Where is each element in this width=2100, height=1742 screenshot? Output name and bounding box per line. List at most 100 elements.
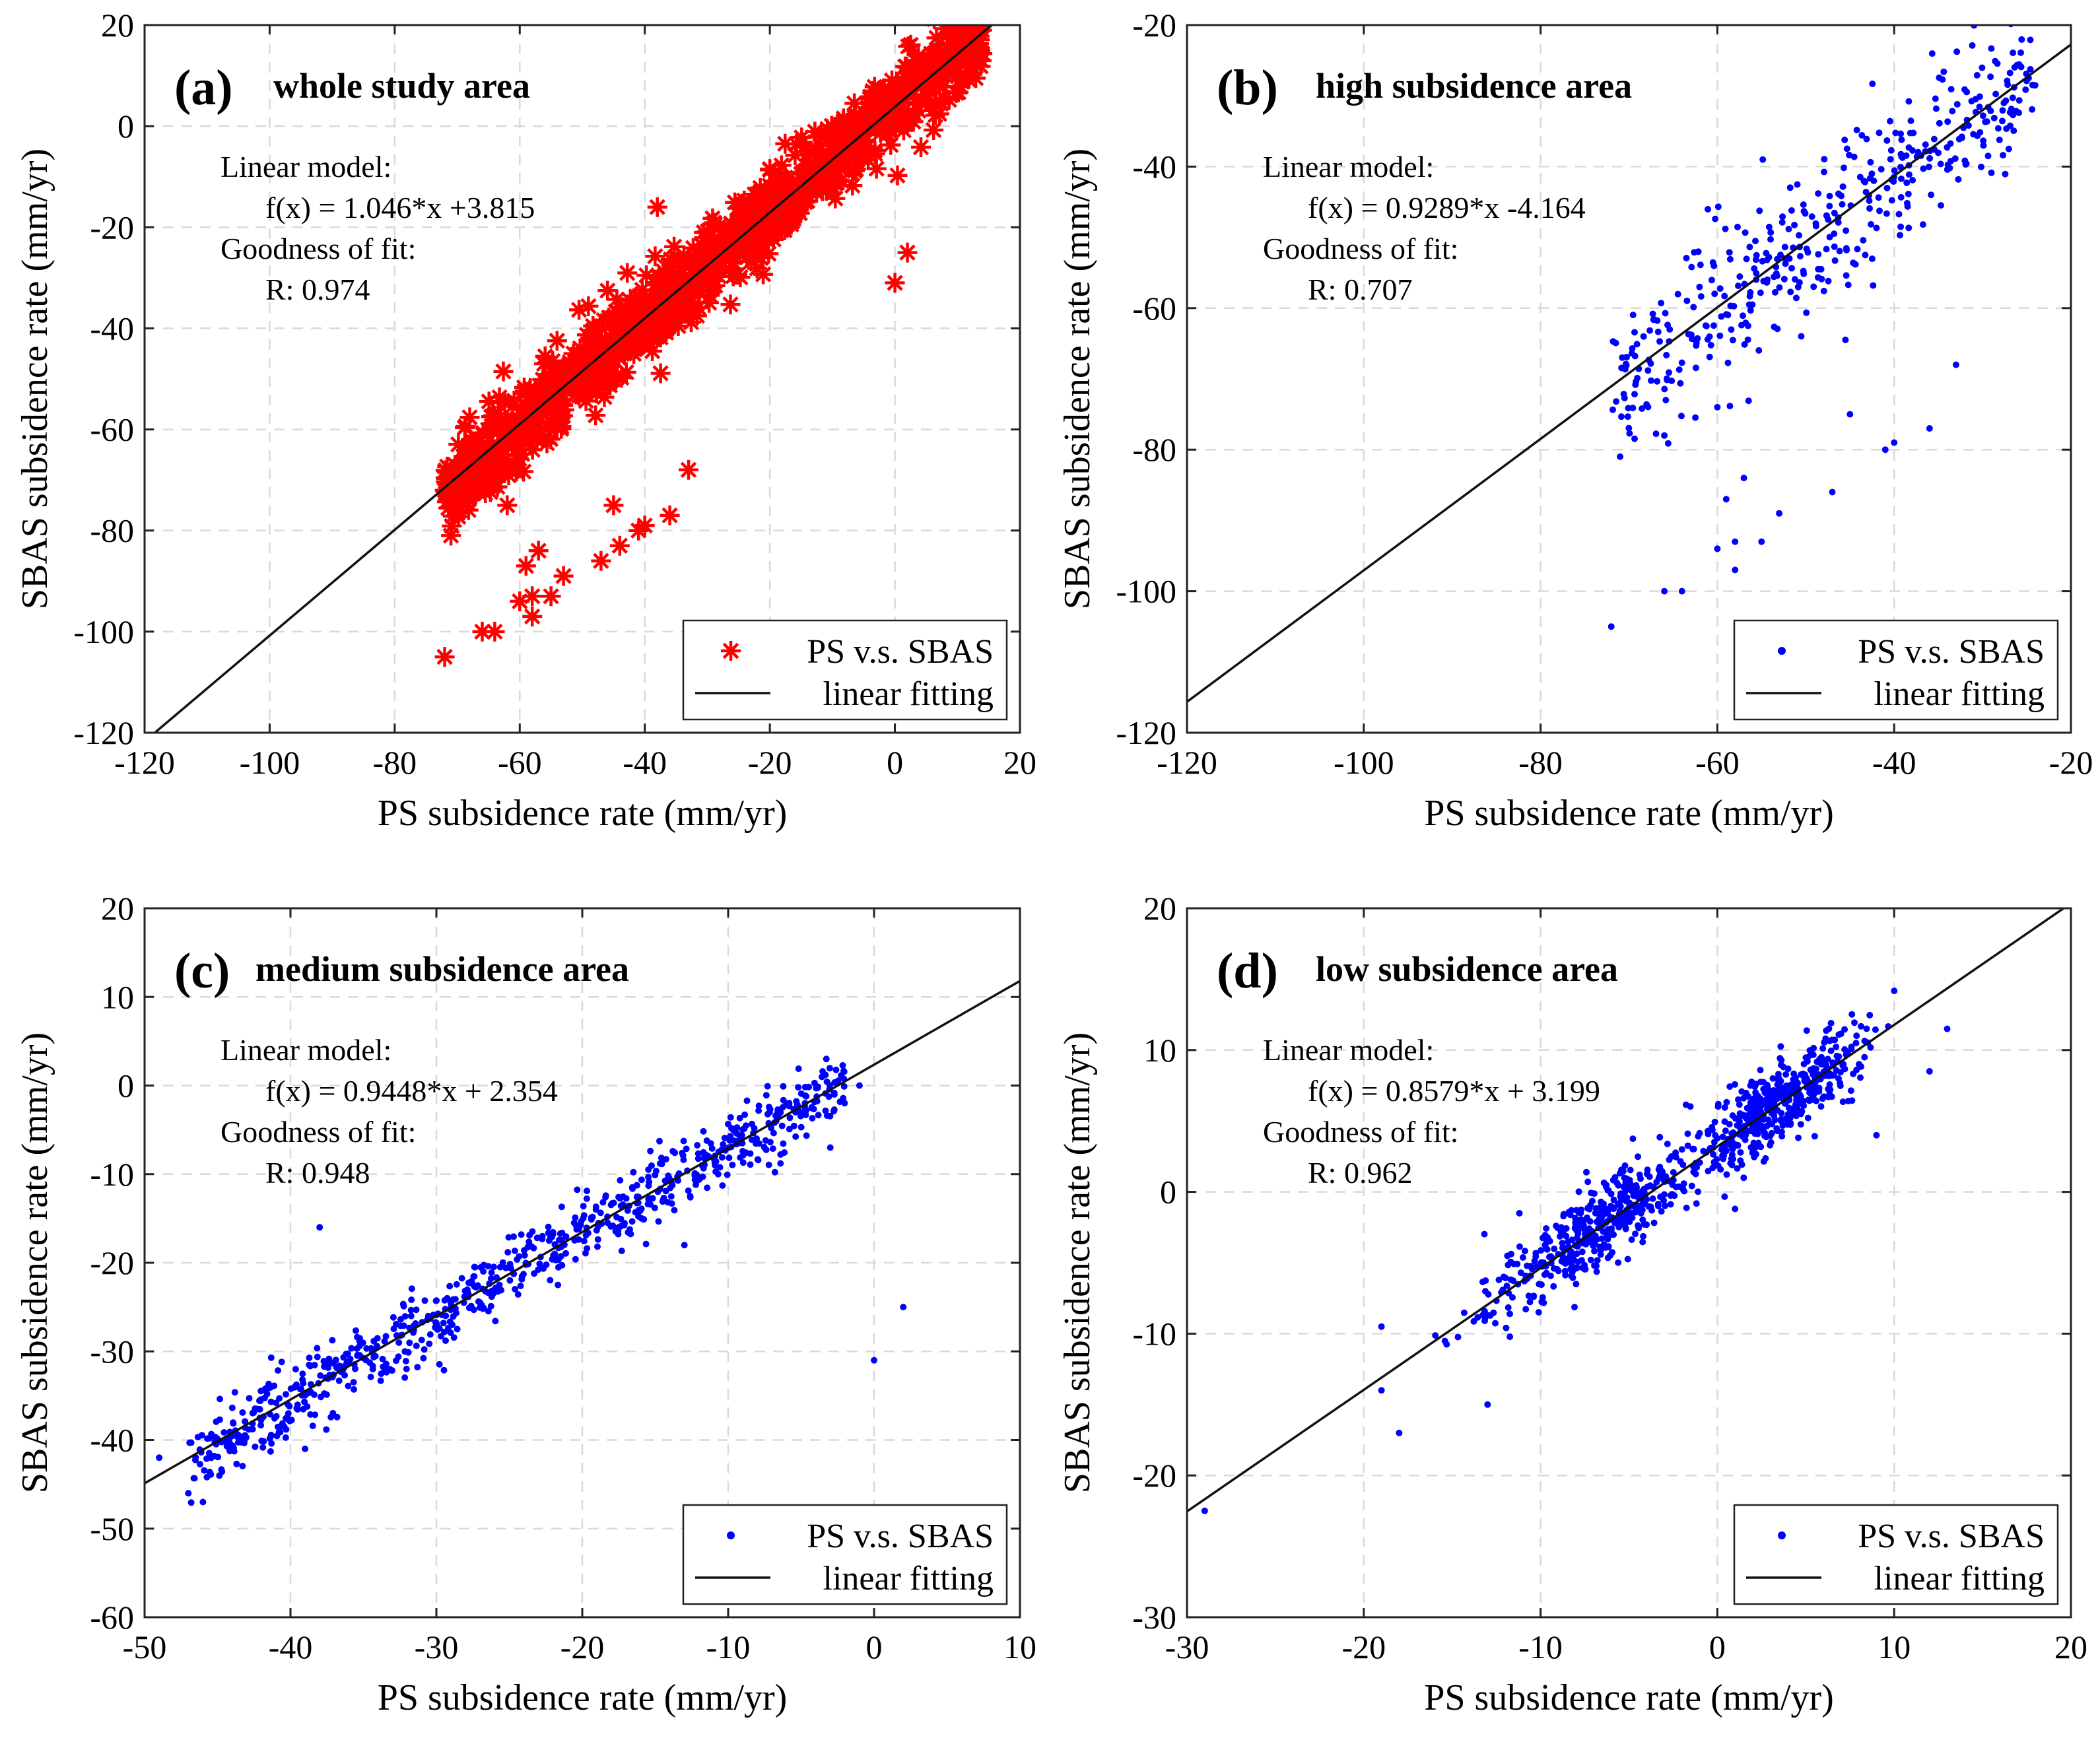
data-point bbox=[660, 305, 681, 325]
panel-tag: (d) bbox=[1217, 943, 1278, 999]
data-point bbox=[680, 1137, 687, 1145]
data-point bbox=[1968, 98, 1975, 105]
data-point bbox=[400, 1302, 407, 1310]
data-point bbox=[1820, 287, 1827, 294]
data-point bbox=[1728, 326, 1735, 333]
data-point bbox=[401, 1374, 409, 1381]
legend-label-fit: linear fitting bbox=[823, 1560, 994, 1597]
data-point bbox=[368, 1345, 374, 1352]
data-point bbox=[1654, 378, 1661, 385]
data-point bbox=[300, 1405, 307, 1413]
data-point bbox=[734, 1131, 741, 1137]
data-point bbox=[1729, 337, 1736, 344]
data-point bbox=[597, 281, 618, 301]
data-point bbox=[511, 1248, 518, 1254]
data-point bbox=[1905, 171, 1913, 178]
data-point bbox=[771, 155, 792, 176]
data-point bbox=[1624, 413, 1631, 420]
data-point bbox=[413, 1342, 420, 1349]
data-point bbox=[1714, 203, 1722, 211]
data-point bbox=[1999, 117, 2006, 125]
data-point bbox=[510, 1233, 517, 1240]
data-point bbox=[1632, 1230, 1639, 1238]
data-point bbox=[293, 1405, 300, 1412]
data-point bbox=[1994, 125, 2002, 132]
data-point bbox=[1575, 1230, 1582, 1237]
data-point bbox=[2022, 86, 2029, 93]
data-point bbox=[206, 1469, 213, 1475]
data-point bbox=[1689, 1145, 1697, 1153]
data-point bbox=[1780, 1090, 1788, 1098]
data-point bbox=[2018, 36, 2025, 43]
data-point bbox=[780, 1096, 787, 1104]
data-point bbox=[1662, 1202, 1669, 1209]
data-point bbox=[1852, 261, 1859, 268]
y-axis-label: SBAS subsidence rate (mm/yr) bbox=[15, 1032, 55, 1493]
data-point bbox=[662, 1188, 669, 1195]
data-point bbox=[814, 174, 834, 194]
data-point bbox=[1866, 197, 1873, 205]
data-point bbox=[1780, 275, 1788, 283]
data-point bbox=[325, 1364, 331, 1371]
data-point bbox=[1521, 1248, 1528, 1255]
data-point bbox=[2010, 112, 2017, 119]
data-point bbox=[1953, 101, 1961, 108]
x-tick-label: 20 bbox=[2054, 1628, 2087, 1665]
data-point bbox=[329, 1337, 336, 1344]
data-point bbox=[840, 144, 861, 164]
x-tick-label: -80 bbox=[373, 744, 417, 781]
data-point bbox=[512, 406, 532, 426]
data-point bbox=[696, 259, 717, 279]
data-point bbox=[490, 1263, 497, 1271]
data-point bbox=[871, 1357, 877, 1364]
data-point bbox=[924, 120, 944, 140]
fit-line bbox=[145, 980, 1020, 1485]
data-point bbox=[479, 391, 499, 412]
data-point bbox=[786, 1102, 792, 1110]
tick-labels: -120 -100 -80 -60 -40 -20 -120 -100 -80 -60 -40 -20 bbox=[1116, 7, 2093, 781]
data-point bbox=[944, 37, 965, 57]
data-point bbox=[1736, 1110, 1744, 1117]
data-point bbox=[1563, 1225, 1570, 1232]
y-tick-label: -20 bbox=[90, 1244, 134, 1281]
data-point bbox=[647, 327, 667, 347]
data-point bbox=[1623, 1197, 1630, 1205]
data-point bbox=[1571, 1304, 1578, 1311]
data-point bbox=[218, 1466, 225, 1473]
data-point bbox=[465, 1290, 472, 1297]
data-point bbox=[1621, 395, 1628, 401]
data-point bbox=[1712, 1132, 1719, 1139]
y-tick-label: -120 bbox=[73, 714, 134, 751]
data-point bbox=[903, 112, 924, 132]
data-point bbox=[739, 1159, 747, 1166]
data-point bbox=[583, 1195, 590, 1202]
data-point bbox=[333, 1413, 341, 1421]
data-point bbox=[442, 1312, 450, 1320]
data-point bbox=[970, 30, 990, 50]
data-point bbox=[741, 1111, 749, 1118]
data-point bbox=[1481, 1230, 1488, 1238]
data-point bbox=[1738, 321, 1745, 329]
data-point bbox=[594, 1243, 601, 1250]
x-tick-label: -80 bbox=[1518, 744, 1563, 781]
data-point bbox=[951, 70, 971, 90]
data-point bbox=[823, 1112, 830, 1120]
data-point bbox=[2024, 15, 2031, 22]
data-point bbox=[785, 145, 805, 166]
data-point bbox=[492, 1318, 499, 1325]
data-point bbox=[1930, 135, 1938, 143]
data-point bbox=[832, 1066, 840, 1073]
data-point bbox=[508, 1265, 514, 1272]
data-point bbox=[522, 586, 543, 607]
x-tick-label: 0 bbox=[866, 1628, 883, 1665]
data-point bbox=[1734, 1165, 1741, 1172]
data-point bbox=[1591, 1262, 1598, 1269]
data-point bbox=[1817, 1103, 1825, 1110]
data-point bbox=[1578, 1257, 1585, 1264]
data-point bbox=[1825, 1085, 1832, 1092]
data-point bbox=[514, 1291, 522, 1298]
data-point bbox=[1656, 338, 1663, 345]
data-point bbox=[1794, 283, 1802, 290]
data-point bbox=[724, 1171, 731, 1178]
data-point bbox=[924, 53, 944, 74]
